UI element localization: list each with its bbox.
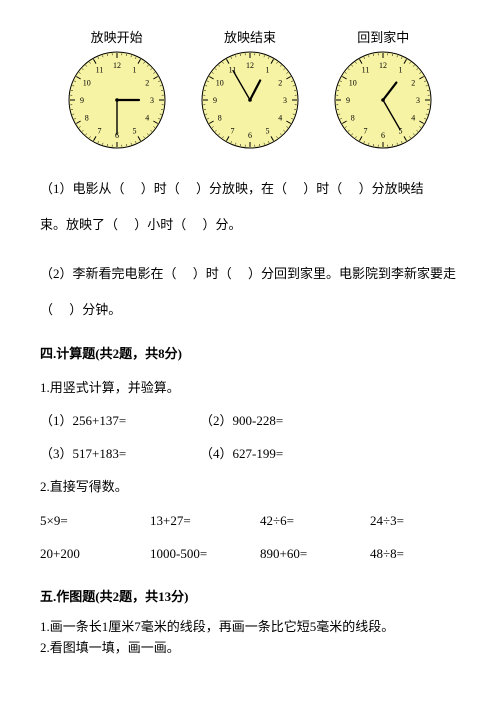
q1-text: ）时（ (141, 181, 180, 196)
sec5-item1: 1.画一条长1厘米7毫米的线段，再画一条比它短5毫米的线段。 (40, 617, 460, 638)
svg-text:9: 9 (213, 96, 217, 105)
calc-expr: 13+27= (150, 507, 220, 536)
svg-text:11: 11 (362, 65, 370, 74)
svg-text:7: 7 (230, 126, 234, 135)
clock-label: 回到家中 (357, 30, 409, 46)
q1-text: 束。放映了（ (40, 217, 118, 232)
clock-label: 放映结束 (224, 30, 276, 46)
q2-text: ）分回到家里。电影院到李新家要走 (248, 266, 456, 281)
svg-text:12: 12 (379, 61, 387, 70)
svg-text:9: 9 (80, 96, 84, 105)
svg-text:1: 1 (265, 65, 269, 74)
svg-text:4: 4 (278, 113, 282, 122)
svg-text:3: 3 (150, 96, 154, 105)
section-5-title: 五.作图题(共2题，共13分) (40, 583, 460, 612)
svg-text:2: 2 (278, 78, 282, 87)
svg-text:12: 12 (113, 61, 121, 70)
svg-text:9: 9 (346, 96, 350, 105)
clocks-row: 放映开始 123456789101112 放映结束 12345678910111… (40, 30, 460, 150)
calc-expr: （4）627-199= (200, 440, 330, 469)
clock-group: 放映结束 123456789101112 (200, 30, 300, 150)
q2-text: （2）李新看完电影在（ (40, 266, 177, 281)
calc-expr: 1000-500= (150, 540, 220, 569)
svg-text:5: 5 (132, 126, 136, 135)
svg-text:12: 12 (246, 61, 254, 70)
svg-text:2: 2 (412, 78, 416, 87)
clock-icon: 123456789101112 (200, 50, 300, 150)
clock-group: 回到家中 123456789101112 (333, 30, 433, 150)
question-2-line1: （2）李新看完电影在（ ）时（ ）分回到家里。电影院到李新家要走 (40, 260, 460, 289)
calc-expr: 5×9= (40, 507, 110, 536)
svg-text:2: 2 (145, 78, 149, 87)
calc-row: 5×9= 13+27= 42÷6= 24÷3= (40, 507, 460, 536)
calc-expr: （3）517+183= (40, 440, 170, 469)
svg-text:6: 6 (381, 131, 385, 140)
svg-text:4: 4 (145, 113, 149, 122)
svg-text:1: 1 (399, 65, 403, 74)
svg-text:4: 4 (412, 113, 416, 122)
sec4-item2: 2.直接写得数。 (40, 473, 460, 502)
calc-row: （1）256+137= （2）900-228= (40, 407, 460, 436)
svg-text:3: 3 (283, 96, 287, 105)
calc-row: （3）517+183= （4）627-199= (40, 440, 460, 469)
svg-text:8: 8 (84, 113, 88, 122)
svg-text:8: 8 (218, 113, 222, 122)
calc-expr: 890+60= (260, 540, 330, 569)
calc-row: 20+200 1000-500= 890+60= 48÷8= (40, 540, 460, 569)
calc-expr: 20+200 (40, 540, 110, 569)
svg-text:10: 10 (216, 78, 224, 87)
svg-text:7: 7 (364, 126, 368, 135)
calc-expr: 42÷6= (260, 507, 330, 536)
q2-text: ）分钟。 (69, 302, 121, 317)
question-1-line1: （1）电影从（ ）时（ ）分放映，在（ ）时（ ）分放映结 (40, 175, 460, 204)
svg-text:1: 1 (132, 65, 136, 74)
svg-text:7: 7 (97, 126, 101, 135)
q2-text: ）时（ (193, 266, 232, 281)
calc-expr: （2）900-228= (200, 407, 330, 436)
svg-text:11: 11 (95, 65, 103, 74)
clock-icon: 123456789101112 (67, 50, 167, 150)
sec4-item1: 1.用竖式计算，并验算。 (40, 374, 460, 403)
svg-text:10: 10 (349, 78, 357, 87)
question-1-line2: 束。放映了（ ）小时（ ）分。 (40, 211, 460, 240)
question-2-line2: （ ）分钟。 (40, 296, 460, 325)
clock-label: 放映开始 (91, 30, 143, 46)
calc-expr: 24÷3= (370, 507, 440, 536)
svg-text:5: 5 (265, 126, 269, 135)
sec5-item2: 2.看图填一填，画一画。 (40, 638, 460, 659)
svg-text:10: 10 (82, 78, 90, 87)
q1-text: （1）电影从（ (40, 181, 125, 196)
q1-text: ）小时（ (134, 217, 186, 232)
svg-text:8: 8 (351, 113, 355, 122)
svg-text:6: 6 (248, 131, 252, 140)
q1-text: ）分放映，在（ (196, 181, 287, 196)
calc-expr: 48÷8= (370, 540, 440, 569)
clock-icon: 123456789101112 (333, 50, 433, 150)
q1-text: ）时（ (303, 181, 342, 196)
clock-group: 放映开始 123456789101112 (67, 30, 167, 150)
svg-text:3: 3 (416, 96, 420, 105)
calc-expr: （1）256+137= (40, 407, 170, 436)
q1-text: ）分。 (203, 217, 242, 232)
q2-text: （ (40, 302, 53, 317)
section-4-title: 四.计算题(共2题，共8分) (40, 340, 460, 369)
q1-text: ）分放映结 (359, 181, 424, 196)
